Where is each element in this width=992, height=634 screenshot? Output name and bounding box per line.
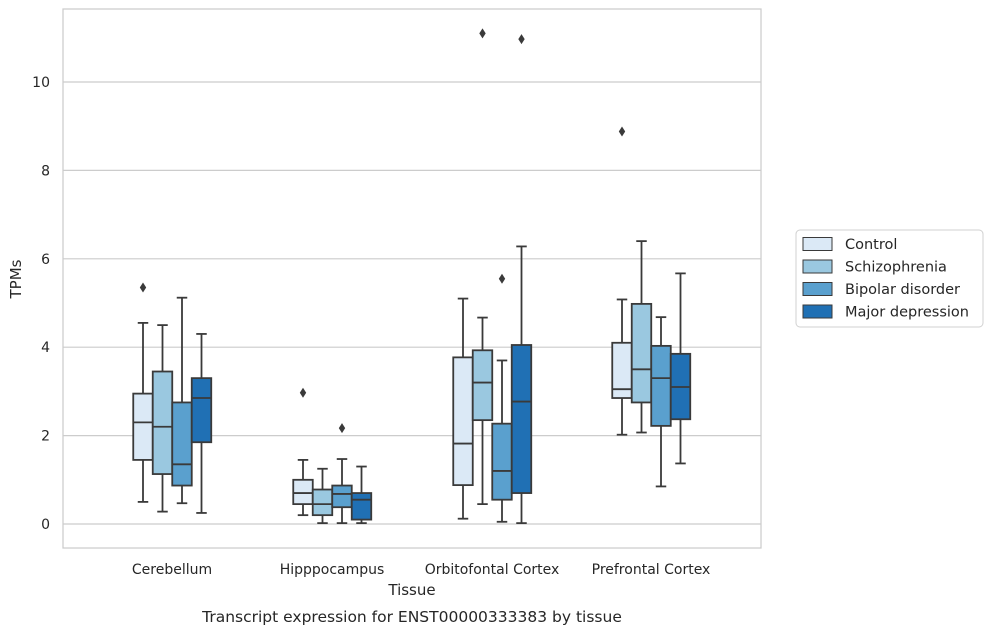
box xyxy=(311,488,334,517)
y-tick-label: 8 xyxy=(41,163,50,179)
box-group xyxy=(151,324,174,513)
box xyxy=(292,478,314,506)
outlier-point xyxy=(338,423,346,434)
box xyxy=(350,492,373,521)
legend-label: Major depression xyxy=(845,305,969,321)
box-group xyxy=(510,34,533,525)
box xyxy=(510,344,533,494)
box-group xyxy=(292,387,314,517)
legend-label: Control xyxy=(845,237,897,253)
outlier-point xyxy=(479,28,486,39)
box-group xyxy=(491,273,513,523)
outlier-point xyxy=(299,387,307,398)
box-group xyxy=(611,126,633,436)
outlier-point xyxy=(518,34,525,45)
legend-swatch xyxy=(802,237,833,251)
box-group xyxy=(471,28,494,506)
legend-frame xyxy=(795,229,984,328)
y-tick-label: 10 xyxy=(32,75,50,91)
x-ticks: Cerebellum Hipppocampus Orbitofontal Corte… xyxy=(132,562,710,578)
box xyxy=(491,422,513,501)
box xyxy=(190,377,213,444)
box-group xyxy=(311,467,334,525)
box-group xyxy=(669,272,692,465)
legend: Control Schizophrenia Bipolar disorder Majo… xyxy=(795,229,984,328)
legend-label: Schizophrenia xyxy=(845,260,947,276)
x-tick-label: Prefrontal Cortex xyxy=(592,562,711,578)
box-group xyxy=(190,333,213,514)
box-group xyxy=(350,465,373,525)
legend-swatch xyxy=(802,259,833,274)
x-tick-label: Orbitofontal Cortex xyxy=(425,562,560,578)
y-tick-label: 2 xyxy=(41,429,50,445)
box-group xyxy=(630,240,653,434)
box xyxy=(452,356,474,487)
box xyxy=(171,401,193,487)
box-group xyxy=(171,296,193,505)
outlier-point xyxy=(618,126,626,137)
box-group xyxy=(650,316,672,488)
legend-label: Bipolar disorder xyxy=(845,282,960,298)
outlier-point xyxy=(139,282,147,293)
box-group xyxy=(331,423,353,525)
plot-area-frame xyxy=(62,8,762,549)
y-ticks: 0 2 4 6 8 10 xyxy=(32,75,50,533)
box xyxy=(151,370,174,475)
box xyxy=(630,302,653,404)
y-axis-label: TPMs xyxy=(7,259,25,299)
box-group xyxy=(132,282,154,503)
legend-swatch xyxy=(802,304,833,319)
x-tick-label: Cerebellum xyxy=(132,562,212,578)
y-tick-label: 4 xyxy=(41,340,50,356)
y-tick-label: 6 xyxy=(41,252,50,268)
box xyxy=(331,484,353,509)
chart-caption: Transcript expression for ENST0000033338… xyxy=(201,608,622,626)
box xyxy=(132,392,154,461)
box xyxy=(650,344,672,427)
legend-swatch xyxy=(802,282,833,296)
x-axis-label: Tissue xyxy=(387,581,435,599)
boxes xyxy=(132,28,692,525)
box-group xyxy=(452,297,474,520)
x-tick-label: Hipppocampus xyxy=(280,562,385,578)
outlier-point xyxy=(498,273,506,284)
y-tick-label: 0 xyxy=(41,517,50,533)
box xyxy=(471,349,494,422)
